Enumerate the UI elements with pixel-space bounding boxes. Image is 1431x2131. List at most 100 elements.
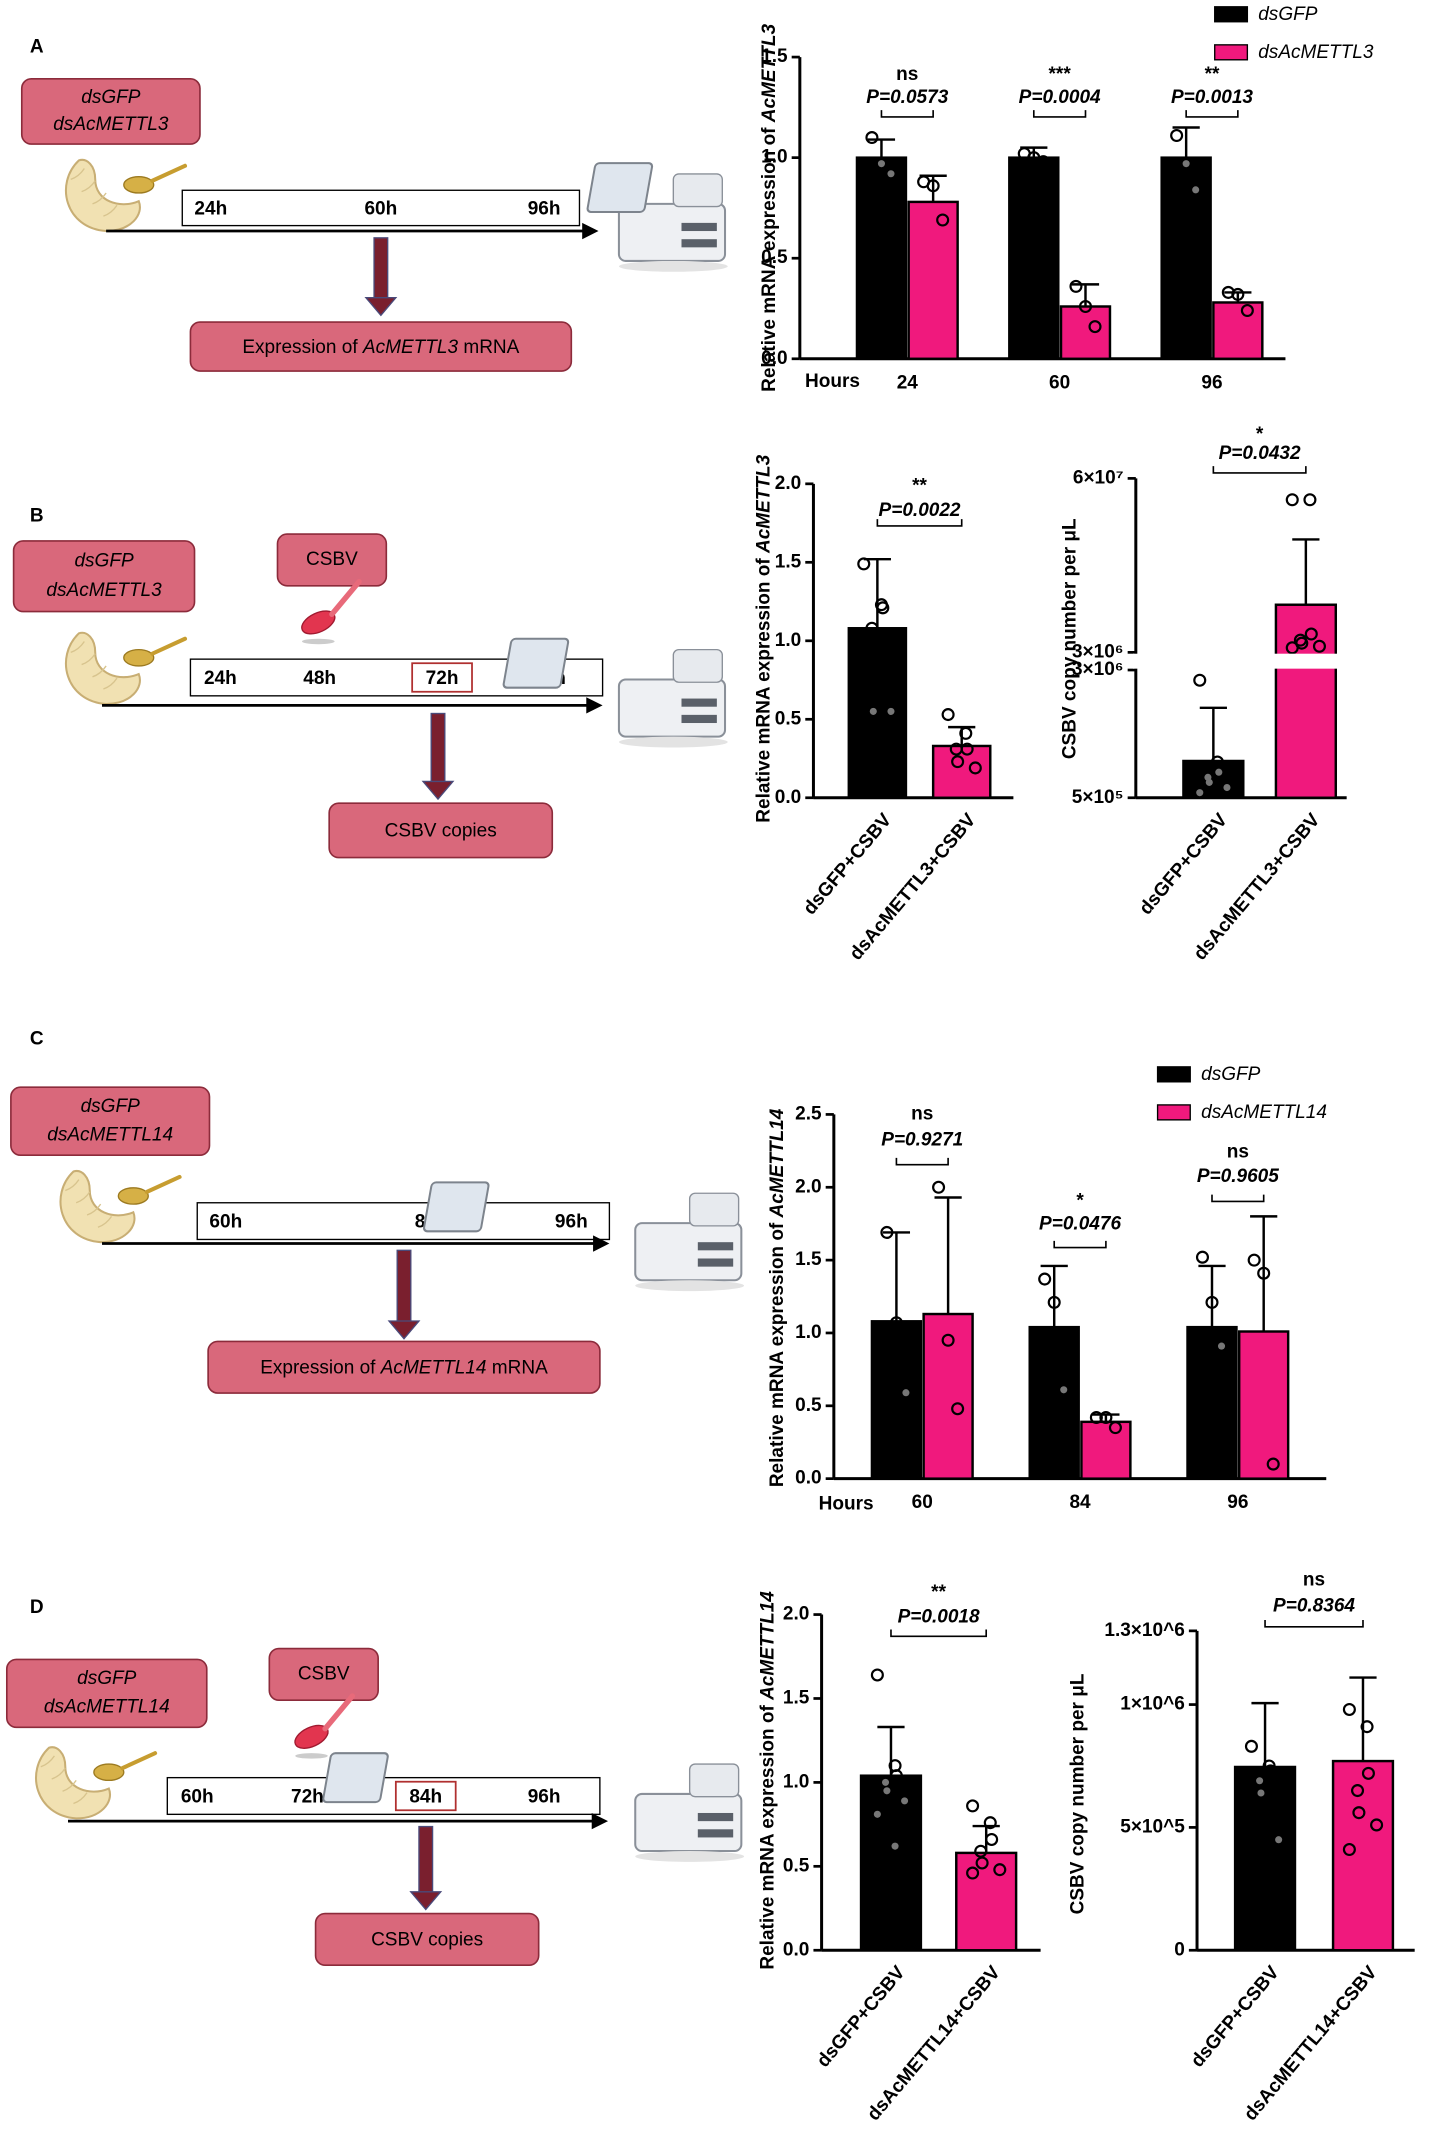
readout-label: CSBV copies bbox=[385, 821, 497, 842]
readout-label: CSBV copies bbox=[371, 1930, 483, 1951]
arrow-head bbox=[591, 1812, 609, 1830]
machine-shadow bbox=[618, 736, 728, 748]
significance-bracket bbox=[1264, 1619, 1364, 1628]
readout-box bbox=[314, 1912, 540, 1967]
injection-handle bbox=[322, 1693, 356, 1732]
bar bbox=[1059, 305, 1112, 361]
larva-segment bbox=[62, 1779, 77, 1792]
data-point bbox=[1205, 778, 1213, 786]
y-tick-label: 0.5 bbox=[761, 247, 788, 268]
data-point bbox=[966, 1866, 980, 1880]
larva bbox=[64, 631, 141, 706]
machine-slot bbox=[697, 1812, 734, 1822]
timeline-box bbox=[196, 1202, 611, 1241]
machine-top bbox=[672, 648, 723, 683]
data-point bbox=[857, 557, 871, 571]
larva-segment bbox=[81, 653, 96, 666]
larva-segment bbox=[70, 641, 85, 653]
data-point bbox=[1078, 299, 1093, 314]
treatment-box bbox=[5, 1658, 208, 1729]
y-axis-label-part: CSBV copy number per μL bbox=[1068, 1673, 1089, 1914]
y-tick-label: 5×10^5 bbox=[1120, 1816, 1185, 1837]
significance-label: ns bbox=[896, 64, 918, 85]
treatment-label: dsGFP bbox=[81, 1096, 141, 1117]
larva-segment bbox=[65, 1179, 80, 1192]
data-point bbox=[1303, 493, 1317, 507]
p-value-label: P=0.0013 bbox=[1171, 87, 1253, 108]
down-arrow-shaft bbox=[418, 1825, 434, 1894]
timepoint-label: 60h bbox=[209, 1212, 242, 1233]
injection-handle bbox=[329, 578, 362, 618]
y-tick-label: 2.5 bbox=[795, 1103, 822, 1124]
data-point bbox=[932, 1180, 946, 1194]
data-point bbox=[1361, 1766, 1375, 1780]
machine-screen bbox=[502, 637, 570, 689]
legend-label: dsAcMETTL3 bbox=[1258, 42, 1374, 63]
data-point bbox=[883, 1787, 891, 1795]
data-point bbox=[1360, 1720, 1374, 1734]
timepoint-label: 24h bbox=[194, 198, 227, 219]
panel-label: D bbox=[30, 1597, 44, 1618]
data-point bbox=[1036, 155, 1050, 169]
down-arrow-head bbox=[364, 296, 398, 317]
data-point bbox=[1038, 1272, 1052, 1286]
p-value-label: P=0.8364 bbox=[1273, 1595, 1355, 1616]
larva-segment bbox=[103, 204, 118, 217]
y-axis-label-part: Relative mRNA expression of bbox=[767, 1217, 788, 1487]
data-point bbox=[949, 742, 963, 756]
arrow-head bbox=[586, 697, 603, 714]
spoon bbox=[123, 175, 155, 194]
readout-label-part: mRNA bbox=[458, 337, 520, 358]
arrow-head bbox=[593, 1235, 610, 1252]
data-point bbox=[902, 1389, 910, 1397]
x-tick-label: 24 bbox=[897, 372, 919, 393]
y-tick-label: 0.0 bbox=[761, 348, 787, 369]
timepoint-label: 72h bbox=[426, 668, 459, 689]
machine-shadow bbox=[635, 1280, 745, 1292]
data-point bbox=[1182, 160, 1190, 168]
machine-slot bbox=[697, 1829, 734, 1838]
larva-segment bbox=[73, 1792, 88, 1805]
data-point bbox=[1223, 784, 1231, 792]
data-point bbox=[870, 1668, 884, 1682]
y-tick-label: 1.0 bbox=[775, 630, 801, 651]
spoon-handle bbox=[150, 163, 188, 183]
data-point bbox=[876, 601, 890, 615]
y-tick-label: 0.0 bbox=[795, 1468, 821, 1489]
data-point bbox=[1342, 1702, 1356, 1717]
data-point bbox=[936, 213, 950, 227]
data-point bbox=[1304, 627, 1318, 641]
timepoint-highlight bbox=[394, 1780, 457, 1812]
y-tick-label: 1.5 bbox=[795, 1249, 822, 1270]
larva bbox=[64, 158, 141, 233]
significance-label: ** bbox=[931, 1582, 946, 1603]
significance-label: ns bbox=[1303, 1570, 1325, 1591]
significance-label: *** bbox=[1049, 64, 1072, 85]
timepoint-label: 84h bbox=[409, 1786, 442, 1807]
timepoint-label: 60h bbox=[364, 198, 397, 219]
injection-box bbox=[268, 1647, 379, 1701]
machine-shadow bbox=[635, 1851, 745, 1862]
larva-segment bbox=[86, 1203, 102, 1216]
significance-label: * bbox=[1076, 1190, 1084, 1211]
larva-segment bbox=[97, 1215, 113, 1228]
y-tick-label: 6×10⁷ bbox=[1073, 467, 1124, 488]
readout-label: Expression of AcMETTL14 mRNA bbox=[260, 1358, 548, 1379]
p-value-label: P=0.9605 bbox=[1197, 1166, 1279, 1187]
y-tick-label: 2.0 bbox=[775, 473, 801, 494]
p-value-label: P=0.0018 bbox=[898, 1606, 980, 1627]
p-value-label: P=0.9271 bbox=[881, 1129, 963, 1150]
machine-base bbox=[634, 1222, 743, 1282]
data-point bbox=[1217, 1342, 1226, 1350]
data-point bbox=[1192, 186, 1200, 194]
y-tick-label: 1.0 bbox=[761, 147, 787, 168]
y-axis-label-part: AcMETTL3 bbox=[759, 24, 780, 124]
y-tick-label: 1.5 bbox=[761, 46, 788, 67]
down-arrow-head bbox=[421, 780, 455, 801]
y-tick-label: 1.0 bbox=[783, 1771, 809, 1792]
injection-box bbox=[276, 533, 388, 587]
y-axis-label-part: AcMETTL14 bbox=[767, 1108, 788, 1218]
data-point bbox=[1089, 1410, 1103, 1424]
